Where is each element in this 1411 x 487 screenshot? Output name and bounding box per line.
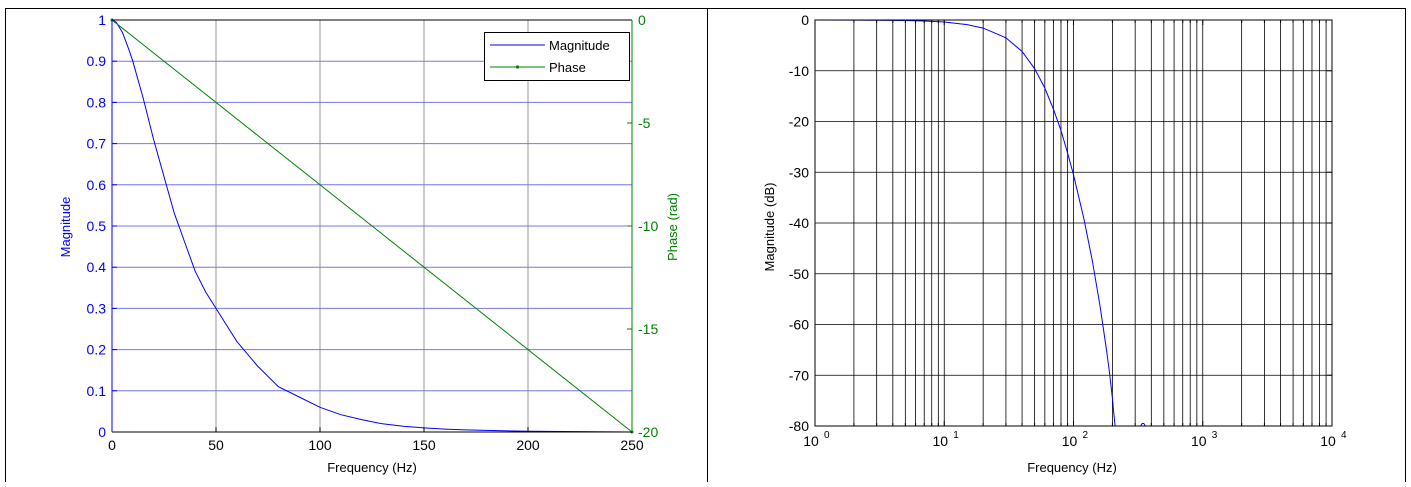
chart1-axes (111, 19, 633, 433)
chart2-x-tick-exponent: 4 (1341, 430, 1347, 441)
chart2-axes-box (814, 19, 1333, 427)
magnitude-line (111, 19, 633, 433)
legend-box (484, 32, 630, 81)
chart2-x-tick-base: 10 (1062, 433, 1078, 449)
chart1-y2-tick-label: -10 (638, 218, 658, 234)
chart1-y2-tick-label: -20 (638, 424, 658, 440)
chart2-x-tick-base: 10 (1320, 433, 1336, 449)
chart1-x-axis-label: Frequency (Hz) (327, 460, 417, 475)
chart2-y-axis-label: Magnitude (dB) (762, 183, 777, 272)
chart2-grid (815, 20, 1332, 426)
chart1-y-tick-label: 0.4 (87, 259, 107, 275)
chart2-x-tick-base: 10 (1191, 433, 1207, 449)
chart1-y-tick-label: 0.6 (87, 177, 107, 193)
chart1-y2-tick-label: 0 (638, 12, 646, 28)
legend-magnitude-label: Magnitude (549, 38, 610, 53)
legend-phase-label: Phase (549, 60, 586, 75)
chart1-y2-tick-label: -5 (638, 115, 651, 131)
chart2-x-axis-label: Frequency (Hz) (1027, 460, 1117, 475)
chart1-y-tick-label: 0.9 (87, 53, 107, 69)
chart1-y-tick-label: 0 (98, 424, 106, 440)
chart1-x-tick-label: 150 (412, 437, 436, 453)
chart2-y-tick-label: -70 (789, 367, 809, 383)
chart2-y-tick-label: -80 (789, 418, 809, 434)
chart2-series (814, 19, 1146, 427)
chart2-y-tick-label: -20 (789, 114, 809, 130)
chart1-y-tick-label: 0.3 (87, 300, 107, 316)
chart2-y-tick-label: -60 (789, 317, 809, 333)
chart1-y-tick-label: 0.2 (87, 342, 107, 358)
chart1-x-tick-label: 50 (208, 437, 224, 453)
chart2-x-tick-base: 10 (803, 433, 819, 449)
chart1-y-tick-label: 0.8 (87, 94, 107, 110)
chart2-x-tick-exponent: 3 (1212, 430, 1218, 441)
chart1-x-tick-label: 0 (108, 437, 116, 453)
chart2-y-tick-label: 0 (801, 12, 809, 28)
chart2-y-tick-label: -40 (789, 215, 809, 231)
chart1-legend: Magnitude Phase (484, 32, 630, 81)
chart2-x-tick-exponent: 1 (953, 430, 959, 441)
chart1-x-tick-label: 200 (516, 437, 540, 453)
chart1-y-axis-label: Magnitude (58, 197, 73, 258)
chart1-y2-tick-label: -15 (638, 321, 658, 337)
magnitude-db-line (814, 19, 1116, 427)
chart2-y-tick-label: -30 (789, 164, 809, 180)
chart2-x-tick-base: 10 (932, 433, 948, 449)
chart1-tick-labels: 0 50 100 150 200 250 0 0.1 0.2 0.3 0.4 0.5 0.6 0.7 0.8… (87, 12, 659, 453)
chart1-y-tick-label: 0.7 (87, 136, 107, 152)
magnitude-phase-chart: 0 50 100 150 200 250 0 0.1 0.2 0.3 0.4 0.5 0.6 0.7 0.8… (58, 12, 680, 475)
chart2-x-tick-exponent: 0 (824, 430, 830, 441)
chart1-series (110, 18, 634, 434)
chart2-y-tick-label: -10 (789, 63, 809, 79)
chart2-y-tick-label: -50 (789, 266, 809, 282)
chart1-y2-axis-label: Phase (rad) (665, 193, 680, 261)
chart1-x-tick-label: 100 (308, 437, 332, 453)
chart1-y-tick-label: 0.1 (87, 383, 107, 399)
chart1-x-tick-label: 250 (620, 437, 644, 453)
chart2-x-tick-exponent: 2 (1083, 430, 1089, 441)
chart1-y-tick-label: 0.5 (87, 218, 107, 234)
chart1-y-tick-label: 1 (98, 12, 106, 28)
chart2-axes (814, 19, 1333, 427)
phase-line (111, 19, 633, 433)
legend-phase-marker (515, 65, 520, 69)
magnitude-db-tail (1140, 423, 1146, 427)
